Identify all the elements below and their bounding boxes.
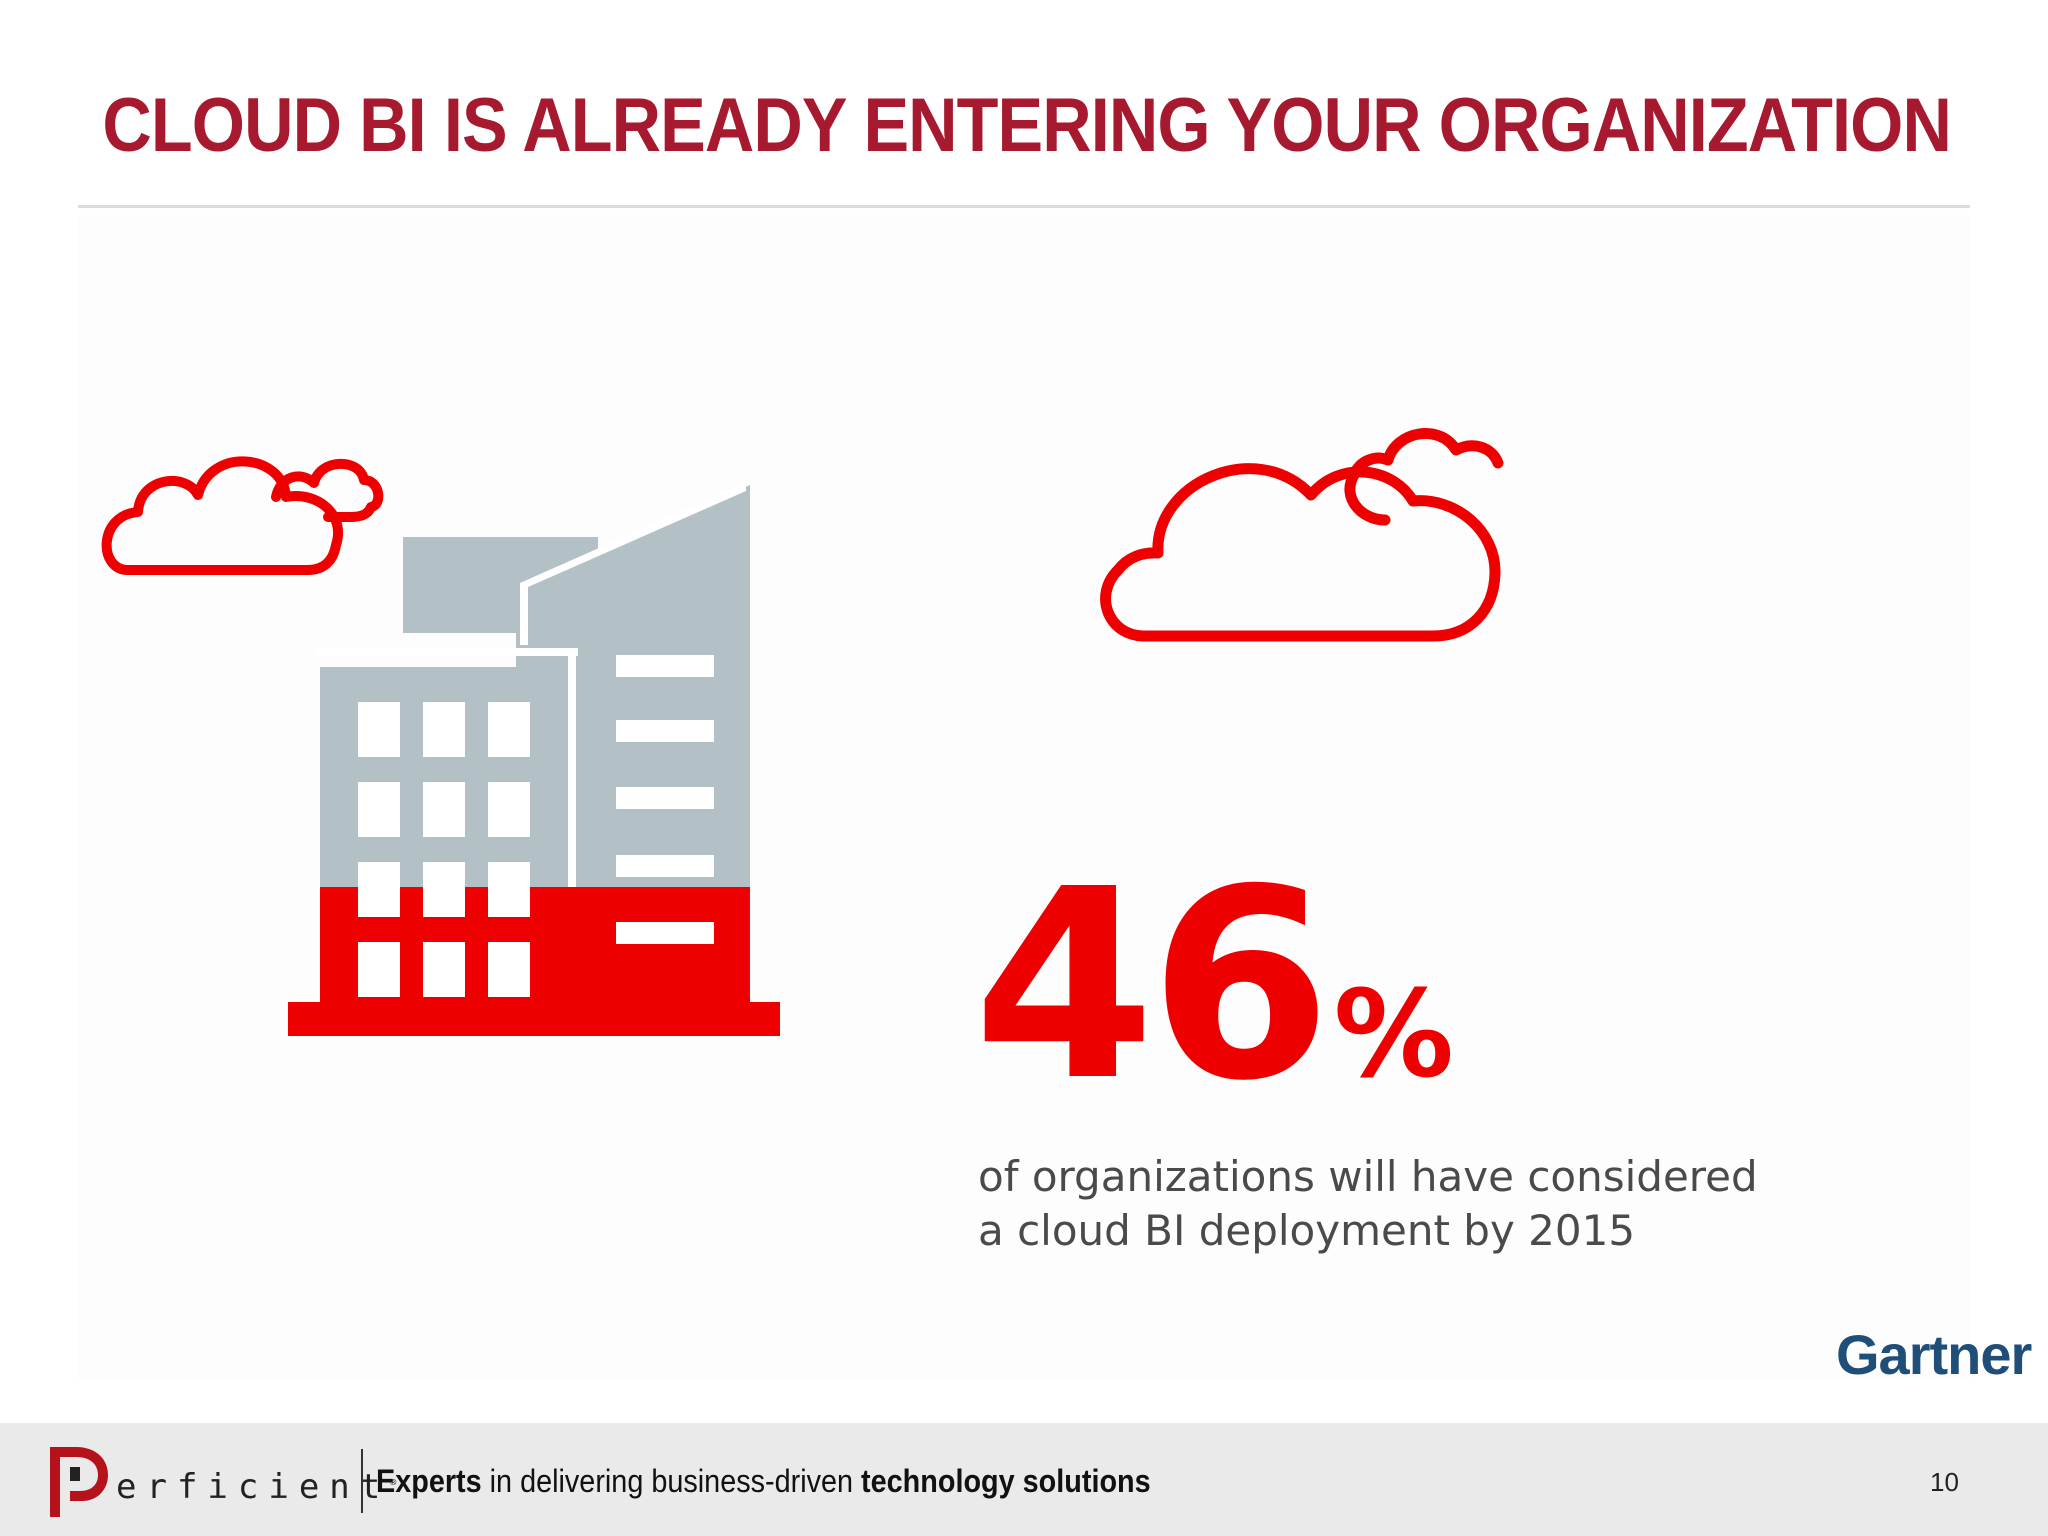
caption-line-1: of organizations will have considered: [978, 1152, 1758, 1201]
infographic: 46% of organizations will have considere…: [78, 215, 2032, 1386]
cloud-icon: [1100, 428, 1504, 642]
stat-number: 46: [973, 833, 1332, 1138]
footer: erficient® Experts in delivering busines…: [0, 1423, 2048, 1536]
building-icon: [288, 483, 780, 1036]
logo-wordmark: erficient®: [116, 1467, 397, 1507]
source-logo: Gartner: [1836, 1323, 2032, 1386]
title-divider: [78, 205, 1970, 208]
footer-divider: [361, 1449, 363, 1513]
stat-unit: %: [1333, 966, 1454, 1105]
infographic-art: [101, 428, 1504, 1036]
tagline-middle: in delivering business-driven: [481, 1463, 862, 1499]
logo-text: erficient: [116, 1467, 391, 1507]
tagline-bold-1: Experts: [376, 1463, 482, 1499]
caption-line-2: a cloud BI deployment by 2015: [978, 1206, 1636, 1255]
perficient-logo-icon: [50, 1447, 108, 1517]
stat-caption: of organizations will have considered a …: [978, 1150, 1878, 1258]
slide-title: CLOUD BI IS ALREADY ENTERING YOUR ORGANI…: [102, 83, 1951, 168]
footer-tagline: Experts in delivering business-driven te…: [376, 1463, 1151, 1500]
cloud-icon: [101, 456, 384, 575]
stat-value: 46%: [973, 855, 1454, 1117]
tagline-bold-2: technology solutions: [861, 1463, 1151, 1499]
page-number: 10: [1930, 1467, 1959, 1497]
